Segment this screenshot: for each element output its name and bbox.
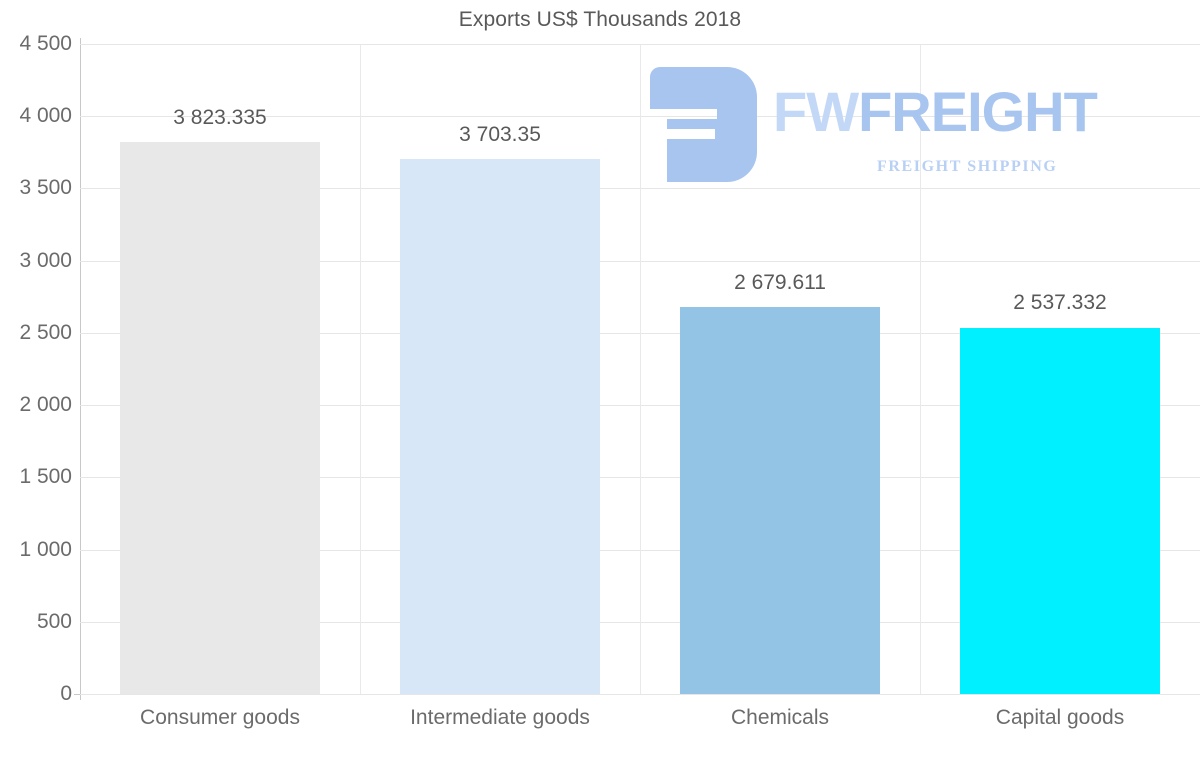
x-axis-category-label: Chemicals bbox=[730, 706, 830, 729]
bar-value-label: 3 823.335 bbox=[173, 105, 267, 129]
y-axis-tick-label: 3 000 bbox=[19, 248, 72, 272]
plot-area bbox=[80, 44, 1200, 695]
y-axis-line bbox=[80, 38, 81, 700]
bar-intermediate-goods[interactable] bbox=[400, 159, 600, 694]
y-axis-tick-label: 3 500 bbox=[19, 176, 72, 200]
y-axis-tick-label: 1 000 bbox=[19, 537, 72, 561]
bar-capital-goods[interactable] bbox=[960, 327, 1160, 694]
bar-value-label: 2 679.611 bbox=[734, 270, 826, 294]
gridline-vertical bbox=[920, 44, 921, 694]
y-axis-tick-label: 2 000 bbox=[19, 393, 72, 417]
x-axis-category-label: Intermediate goods bbox=[410, 706, 590, 729]
bar-value-label: 2 537.332 bbox=[1013, 291, 1107, 315]
gridline-vertical bbox=[640, 44, 641, 694]
y-axis-tick-labels: 0 500 1 000 1 500 2 000 2 500 3 000 3 500 4 000 4… bbox=[0, 32, 72, 705]
x-axis-category-label: Consumer goods bbox=[140, 706, 300, 729]
y-axis-tick-label: 0 bbox=[60, 682, 72, 705]
gridline-vertical bbox=[360, 44, 361, 694]
y-axis-tick-label: 4 500 bbox=[19, 32, 72, 55]
bar-value-label: 3 703.35 bbox=[459, 123, 541, 147]
x-axis-category-label: Capital goods bbox=[995, 706, 1125, 729]
chart-title: Exports US$ Thousands 2018 bbox=[458, 8, 742, 31]
y-axis-tick-label: 500 bbox=[36, 609, 72, 633]
y-axis-tick-label: 4 000 bbox=[19, 104, 72, 128]
gridline-horizontal bbox=[80, 694, 1200, 695]
y-axis-tick-label: 1 500 bbox=[19, 465, 72, 489]
bar-chemicals[interactable] bbox=[680, 306, 880, 694]
y-axis-tick-label: 2 500 bbox=[19, 320, 72, 344]
bar-consumer-goods[interactable] bbox=[120, 141, 320, 694]
